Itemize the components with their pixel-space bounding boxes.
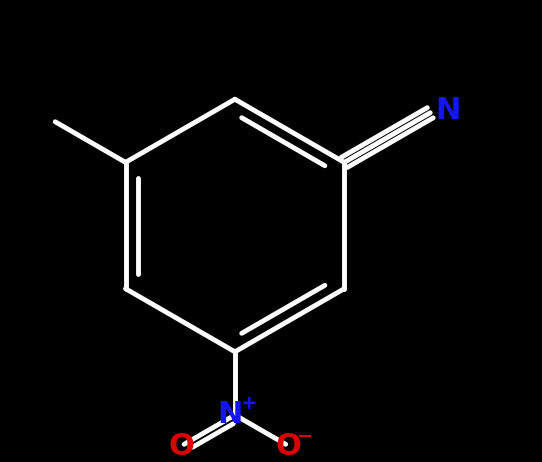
Text: N: N — [218, 401, 243, 430]
Text: N: N — [436, 96, 461, 125]
Text: +: + — [241, 394, 257, 413]
Text: O: O — [169, 432, 195, 461]
Text: −: − — [296, 427, 313, 446]
Text: O: O — [275, 432, 301, 461]
